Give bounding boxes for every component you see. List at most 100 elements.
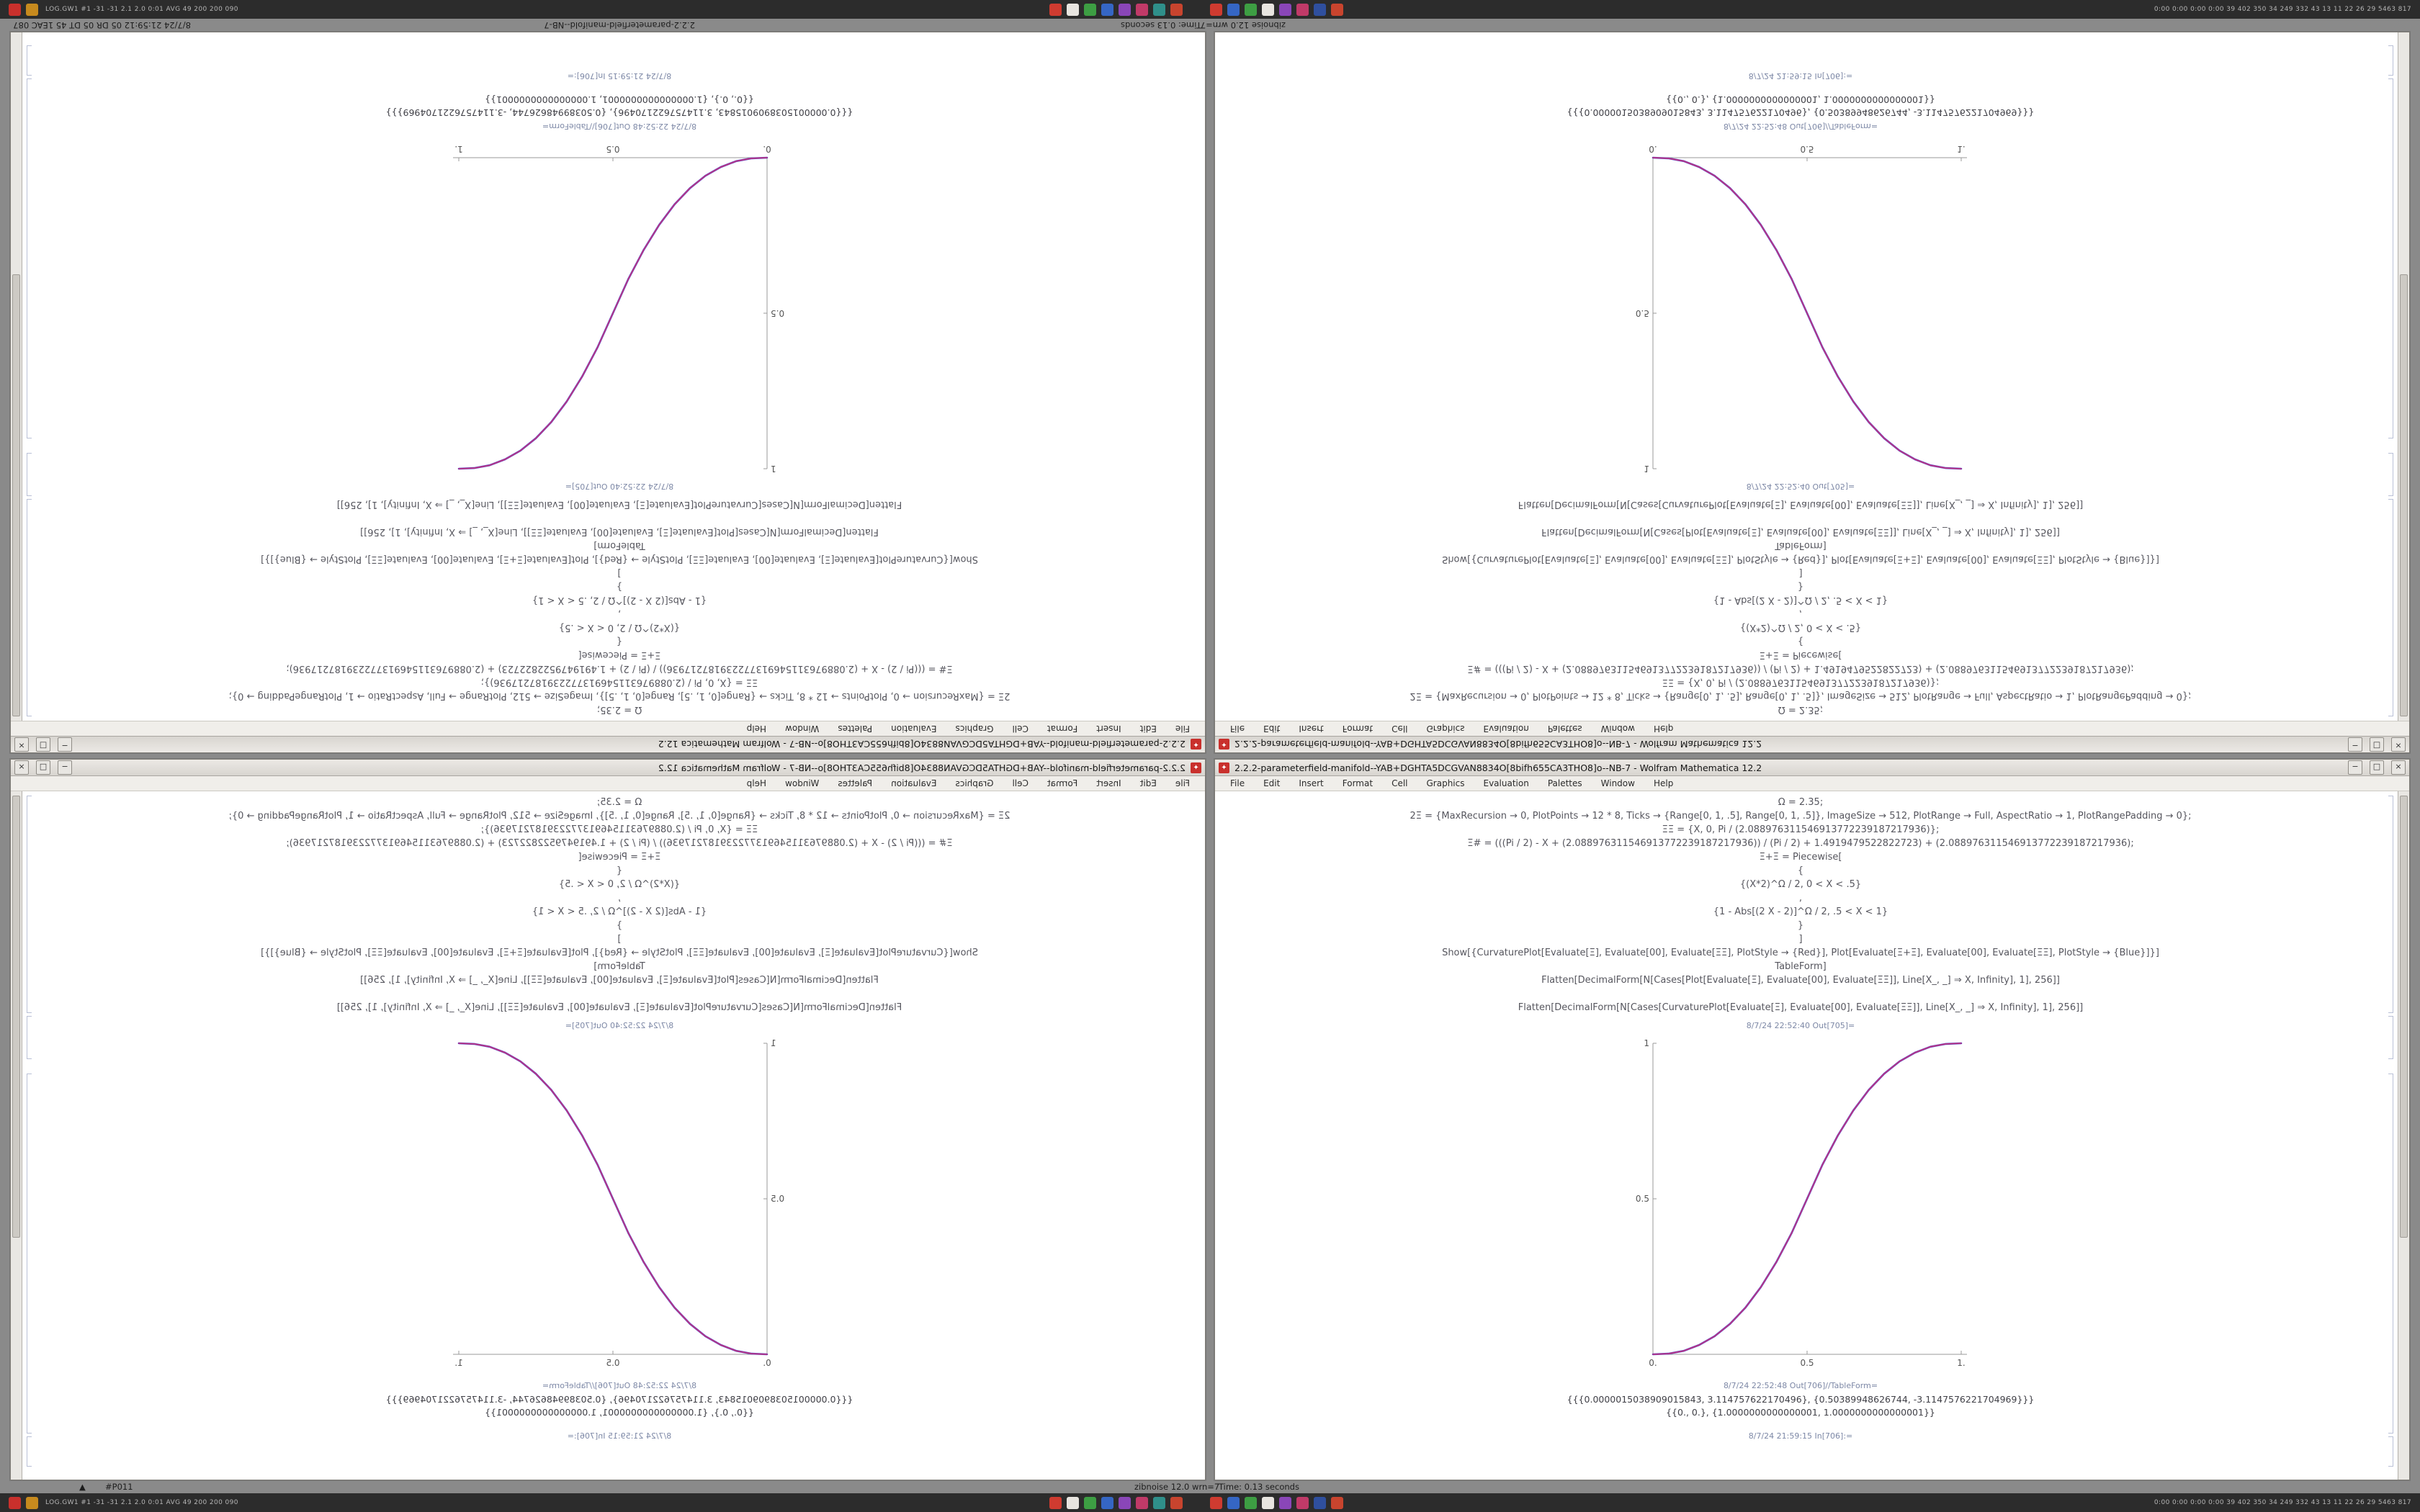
maximize-button[interactable]: □ (2370, 760, 2384, 775)
code-line[interactable]: Ξ+Ξ = Piecewise[ (578, 852, 661, 863)
menu-item[interactable]: Cell (1012, 778, 1028, 788)
code-line[interactable] (1239, 511, 2362, 525)
code-line[interactable]: { (616, 636, 623, 647)
amber-app-icon[interactable] (26, 3, 38, 16)
code-line[interactable]: TableForm] (1775, 961, 1827, 972)
cell-bracket[interactable] (27, 499, 32, 716)
cell-bracket[interactable] (27, 1016, 32, 1059)
menu-item[interactable]: Format (1047, 778, 1078, 788)
taskbar-app-icon[interactable] (1330, 3, 1343, 16)
taskbar-app-icon[interactable] (1049, 3, 1062, 16)
menu-item[interactable]: Format (1342, 778, 1373, 788)
taskbar-app-icon[interactable] (1296, 1496, 1309, 1509)
menu-item[interactable]: File (1175, 724, 1190, 734)
mathematica-icon[interactable] (9, 3, 21, 16)
code-line[interactable]: Flatten[DecimalForm[N[Cases[Plot[Evaluat… (1541, 975, 2060, 986)
minimize-button[interactable]: − (58, 737, 72, 752)
taskbar-app-icon[interactable] (1209, 1496, 1222, 1509)
menu-item[interactable]: Evaluation (891, 778, 937, 788)
taskbar-app-icon[interactable] (1118, 1496, 1131, 1509)
mathematica-spikey-icon[interactable]: ✦ (1219, 739, 1229, 750)
scrollbar-thumb[interactable] (12, 796, 20, 1238)
code-line[interactable]: Flatten[DecimalForm[N[Cases[CurvaturePlo… (336, 1002, 902, 1013)
taskbar-app-icon[interactable] (1296, 3, 1309, 16)
maximize-button[interactable]: □ (36, 760, 50, 775)
menu-item[interactable]: Graphics (1426, 724, 1465, 734)
menu-item[interactable]: Evaluation (891, 724, 937, 734)
code-line[interactable]: Ξ+Ξ = Piecewise[ (578, 649, 661, 660)
cell-bracket[interactable] (27, 45, 32, 76)
scrollbar[interactable] (2398, 791, 2409, 1480)
menu-item[interactable]: Palettes (838, 724, 873, 734)
notebook-plot[interactable]: 0. 0.5 1. 0.5 1 (1631, 138, 1970, 476)
code-line[interactable]: , (1798, 893, 1803, 904)
code-line[interactable]: Flatten[DecimalForm[N[Cases[Plot[Evaluat… (360, 975, 879, 986)
cell-bracket[interactable] (2388, 1074, 2393, 1434)
cell-bracket[interactable] (27, 1074, 32, 1434)
taskbar-app-icon[interactable] (1170, 1496, 1183, 1509)
code-line[interactable]: { (616, 865, 623, 876)
taskbar-app-icon[interactable] (1227, 1496, 1240, 1509)
code-line[interactable]: } (616, 920, 623, 931)
menu-item[interactable]: Graphics (955, 724, 994, 734)
menu-item[interactable]: Help (1653, 778, 1674, 788)
code-line[interactable]: Ξ# = (((Pi / 2) - X + (2.088976311546913… (286, 663, 953, 674)
taskbar-app-icon[interactable] (1101, 3, 1113, 16)
code-line[interactable]: 2Ξ = {MaxRecursion → 0, PlotPoints → 12 … (1410, 690, 2192, 701)
close-button[interactable]: × (2391, 760, 2406, 775)
window-titlebar[interactable]: ✦ 2.2.2-parameterfield-manifold--YAB+DGH… (1215, 736, 2409, 752)
cell-bracket[interactable] (2388, 453, 2393, 496)
window-titlebar[interactable]: ✦ 2.2.2-parameterfield-manifold--YAB+DGH… (11, 736, 1205, 752)
code-line[interactable] (58, 511, 1181, 525)
menu-item[interactable]: Edit (1139, 724, 1157, 734)
code-line[interactable] (1239, 987, 2362, 1001)
cell-bracket[interactable] (27, 78, 32, 438)
mathematica-icon[interactable] (9, 1496, 21, 1509)
code-line[interactable]: Ξ+Ξ = Piecewise[ (1759, 852, 1842, 863)
menu-item[interactable]: Window (785, 724, 820, 734)
code-line[interactable]: } (1797, 581, 1804, 592)
taskbar-app-icon[interactable] (1313, 1496, 1326, 1509)
cell-bracket[interactable] (2388, 78, 2393, 438)
maximize-button[interactable]: □ (36, 737, 50, 752)
menu-item[interactable]: Edit (1263, 778, 1281, 788)
code-line[interactable]: {1 - Abs[(2 X - 2)]^Ω / 2, .5 < X < 1} (1713, 906, 1888, 917)
taskbar-app-icon[interactable] (1170, 3, 1183, 16)
scrollbar-thumb[interactable] (2400, 796, 2408, 1238)
menu-item[interactable]: Help (746, 724, 767, 734)
code-line[interactable]: ] (1798, 934, 1803, 945)
code-line[interactable]: Ω = 2.35; (1778, 704, 1824, 715)
taskbar-app-icon[interactable] (1066, 3, 1079, 16)
code-line[interactable]: 2Ξ = {MaxRecursion → 0, PlotPoints → 12 … (228, 690, 1010, 701)
code-line[interactable]: Show[{CurvaturePlot[Evaluate[Ξ], Evaluat… (1442, 554, 2159, 564)
code-line[interactable]: Ξ# = (((Pi / 2) - X + (2.088976311546913… (1467, 838, 2134, 849)
notebook-plot[interactable]: 0. 0.5 1. 0.5 1 (1631, 1036, 1970, 1374)
minimize-button[interactable]: − (2348, 737, 2362, 752)
taskbar-app-icon[interactable] (1083, 3, 1096, 16)
close-button[interactable]: × (14, 760, 29, 775)
code-line[interactable]: Show[{CurvaturePlot[Evaluate[Ξ], Evaluat… (1442, 948, 2159, 958)
menu-item[interactable]: Help (1653, 724, 1674, 734)
menu-item[interactable]: Cell (1012, 724, 1028, 734)
mathematica-spikey-icon[interactable]: ✦ (1191, 739, 1201, 750)
code-line[interactable]: {1 - Abs[(2 X - 2)]^Ω / 2, .5 < X < 1} (532, 906, 707, 917)
menu-item[interactable]: Window (1600, 724, 1635, 734)
code-line[interactable]: {(X*2)^Ω / 2, 0 < X < .5} (1739, 879, 1862, 890)
code-line[interactable]: ΞΞ = {X, 0, Pi / (2.08897631154691377223… (1662, 677, 1940, 688)
taskbar-app-icon[interactable] (1118, 3, 1131, 16)
code-line[interactable]: Ω = 2.35; (596, 797, 642, 808)
minimize-button[interactable]: − (2348, 760, 2362, 775)
code-line[interactable]: {(X*2)^Ω / 2, 0 < X < .5} (558, 879, 681, 890)
menu-item[interactable]: Format (1047, 724, 1078, 734)
cell-bracket[interactable] (27, 796, 32, 1013)
code-line[interactable]: TableForm] (593, 540, 645, 551)
menu-item[interactable]: Edit (1263, 724, 1281, 734)
scrollbar-thumb[interactable] (2400, 274, 2408, 716)
code-line[interactable]: ΞΞ = {X, 0, Pi / (2.08897631154691377223… (480, 824, 758, 835)
code-line[interactable]: { (1797, 865, 1804, 876)
cell-bracket[interactable] (2388, 499, 2393, 716)
taskbar-app-icon[interactable] (1278, 3, 1291, 16)
taskbar-app-icon[interactable] (1261, 1496, 1274, 1509)
menu-item[interactable]: Insert (1096, 724, 1121, 734)
code-line[interactable]: {(X*2)^Ω / 2, 0 < X < .5} (558, 622, 681, 633)
